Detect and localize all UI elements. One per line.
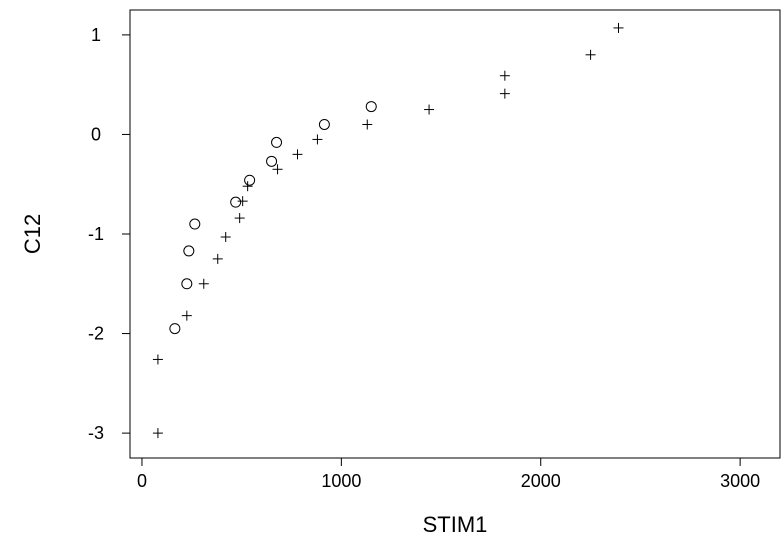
y-tick-label: -1 — [88, 224, 104, 244]
circle-point — [230, 196, 242, 208]
x-tick-label: 1000 — [321, 471, 361, 491]
x-axis-label: STIM1 — [423, 512, 488, 537]
circle-point — [181, 278, 193, 290]
plus-point — [499, 88, 510, 99]
circle-point — [189, 218, 201, 230]
x-axis: 0 1000 2000 3000 — [137, 458, 760, 491]
plus-point — [237, 196, 248, 207]
y-tick-label: 0 — [91, 124, 101, 144]
y-axis-label: C12 — [20, 214, 45, 254]
plus-point — [613, 22, 624, 33]
circle-point — [244, 174, 256, 186]
x-tick-label: 0 — [137, 471, 147, 491]
y-tick-label: 1 — [91, 25, 101, 45]
circle-point — [266, 155, 278, 167]
y-axis: -3 -2 -1 0 1 — [88, 25, 130, 443]
plus-point — [242, 181, 253, 192]
plus-point — [292, 149, 303, 160]
circle-point — [183, 245, 195, 257]
x-tick-label: 3000 — [720, 471, 760, 491]
plus-point — [181, 310, 192, 321]
circle-point — [318, 118, 330, 130]
circle-point — [169, 323, 181, 335]
plus-point — [424, 104, 435, 115]
plus-point — [212, 253, 223, 264]
plus-point — [362, 119, 373, 130]
y-tick-label: -3 — [88, 423, 104, 443]
plus-point — [152, 354, 163, 365]
plot-area-frame — [129, 9, 781, 459]
plus-point — [499, 70, 510, 81]
circle-point — [271, 136, 283, 148]
plus-point — [234, 213, 245, 224]
plus-point — [220, 231, 231, 242]
data-points — [152, 22, 624, 439]
y-tick-label: -2 — [88, 324, 104, 344]
plus-point — [312, 134, 323, 145]
circle-point — [365, 101, 377, 113]
plus-point — [585, 49, 596, 60]
x-tick-label: 2000 — [521, 471, 561, 491]
plus-point — [272, 164, 283, 175]
plus-point — [198, 278, 209, 289]
plus-point — [152, 428, 163, 439]
